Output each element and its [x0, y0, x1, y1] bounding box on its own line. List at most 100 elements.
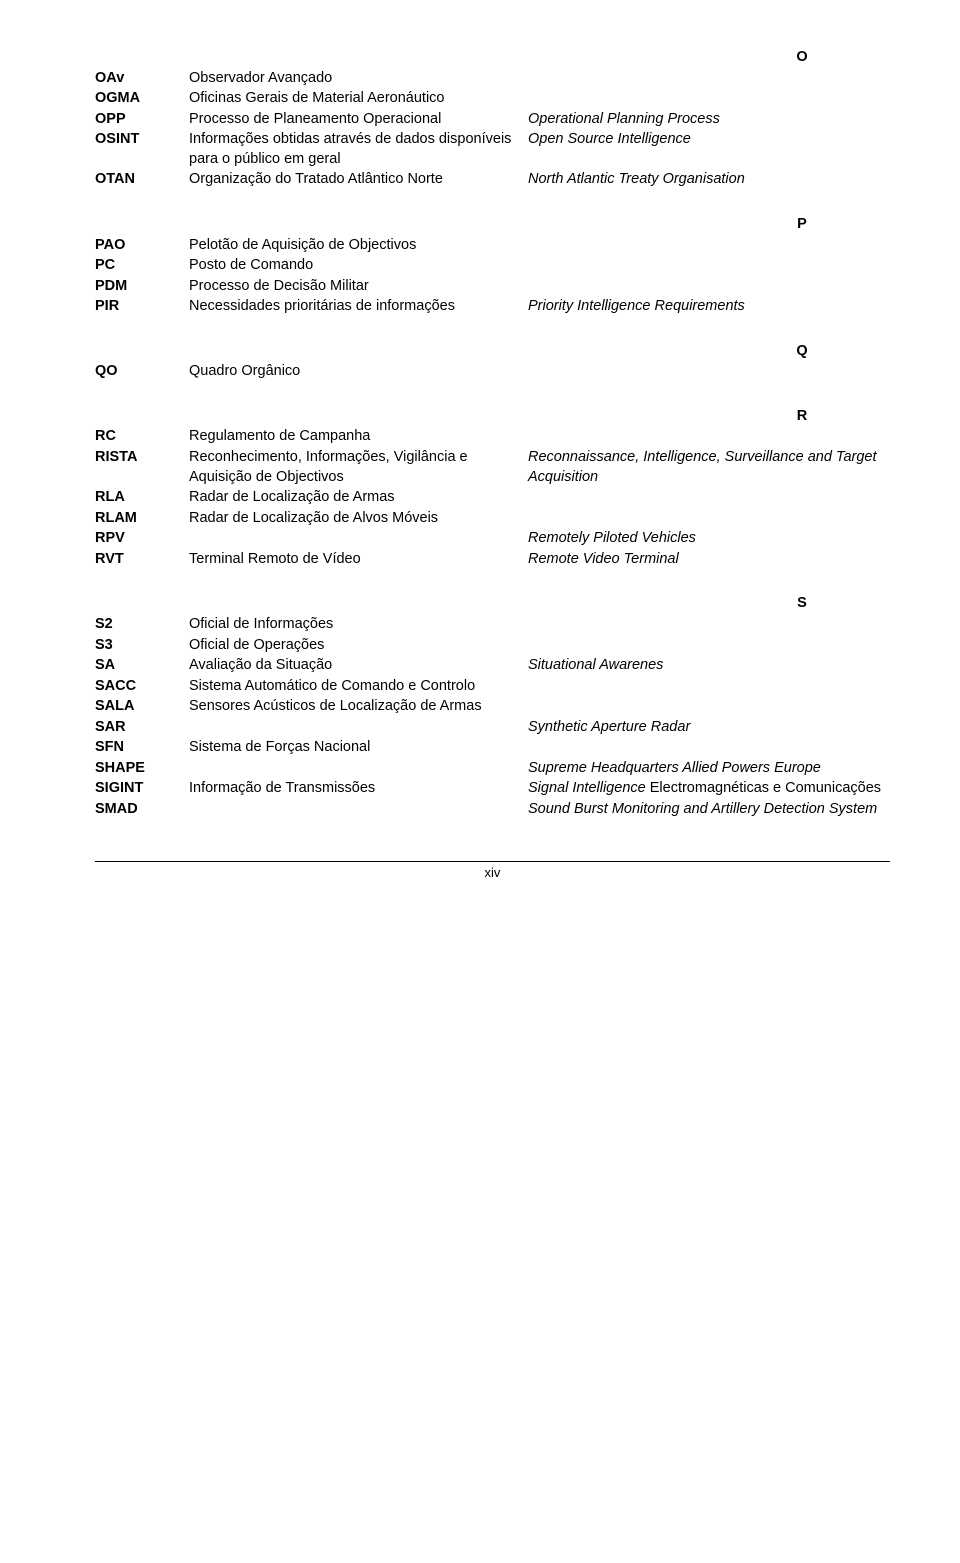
abbr-cell: OSINT [95, 130, 189, 170]
pt-cell [189, 529, 528, 550]
abbr-cell: OAv [95, 69, 189, 90]
pt-cell: Regulamento de Campanha [189, 427, 528, 448]
table-row: S3 Oficial de Operações [95, 636, 890, 657]
en-cell: Operational Planning Process [528, 110, 890, 131]
abbr-cell: RPV [95, 529, 189, 550]
abbr-cell: SIGINT [95, 779, 189, 800]
pt-cell: Processo de Decisão Militar [189, 277, 528, 298]
en-cell [528, 488, 890, 509]
abbr-cell: PIR [95, 297, 189, 318]
table-row: RISTA Reconhecimento, Informações, Vigil… [95, 448, 890, 488]
en-cell [528, 362, 890, 383]
table-row: SALA Sensores Acústicos de Localização d… [95, 697, 890, 718]
abbr-cell: PDM [95, 277, 189, 298]
table-row: RPV Remotely Piloted Vehicles [95, 529, 890, 550]
pt-cell: Oficinas Gerais de Material Aeronáutico [189, 89, 528, 110]
abbr-cell: SFN [95, 738, 189, 759]
pt-cell: Necessidades prioritárias de informações [189, 297, 528, 318]
section-r: R RC Regulamento de Campanha RISTA Recon… [95, 407, 890, 571]
table-row: PIR Necessidades prioritárias de informa… [95, 297, 890, 318]
table-row: SA Avaliação da Situação Situational Awa… [95, 656, 890, 677]
table-row-sigint: SIGINT Informação de Transmissões Signal… [95, 779, 890, 800]
section-q: Q QO Quadro Orgânico [95, 342, 890, 383]
pt-cell: Informações obtidas através de dados dis… [189, 130, 528, 170]
en-cell [528, 427, 890, 448]
en-cell: North Atlantic Treaty Organisation [528, 170, 890, 191]
section-letter-r: R [718, 407, 886, 427]
table-o: O OAv Observador Avançado OGMA Oficinas … [95, 48, 890, 191]
abbr-cell: S2 [95, 615, 189, 636]
table-row: RVT Terminal Remoto de Vídeo Remote Vide… [95, 550, 890, 571]
abbr-cell: SACC [95, 677, 189, 698]
en-cell [528, 89, 890, 110]
table-row-smad: SMAD Sound Burst Monitoring and Artiller… [95, 800, 890, 821]
abbr-cell: SALA [95, 697, 189, 718]
en-cell [528, 277, 890, 298]
table-q: Q QO Quadro Orgânico [95, 342, 890, 383]
table-row: S2 Oficial de Informações [95, 615, 890, 636]
pt-cell: Oficial de Informações [189, 615, 528, 636]
abbr-cell: OGMA [95, 89, 189, 110]
pt-cell: Organização do Tratado Atlântico Norte [189, 170, 528, 191]
abbr-cell: RLAM [95, 509, 189, 530]
sigint-plain: Electromagnéticas e Comunicações [646, 780, 881, 796]
pt-cell [189, 800, 528, 821]
table-p: P PAO Pelotão de Aquisição de Objectivos… [95, 215, 890, 318]
table-row: RLA Radar de Localização de Armas [95, 488, 890, 509]
abbr-cell: SMAD [95, 800, 189, 821]
en-cell: Reconnaissance, Intelligence, Surveillan… [528, 448, 890, 488]
table-row: PAO Pelotão de Aquisição de Objectivos [95, 236, 890, 257]
table-row: OGMA Oficinas Gerais de Material Aeronáu… [95, 89, 890, 110]
section-o: O OAv Observador Avançado OGMA Oficinas … [95, 48, 890, 191]
table-row: RLAM Radar de Localização de Alvos Móvei… [95, 509, 890, 530]
pt-cell: Sistema de Forças Nacional [189, 738, 528, 759]
table-row: SAR Synthetic Aperture Radar [95, 718, 890, 739]
page-number: xiv [485, 865, 501, 880]
pt-cell: Avaliação da Situação [189, 656, 528, 677]
section-letter-q: Q [718, 342, 886, 362]
pt-cell [189, 759, 528, 780]
pt-cell: Sensores Acústicos de Localização de Arm… [189, 697, 528, 718]
en-cell: Priority Intelligence Requirements [528, 297, 890, 318]
pt-cell: Radar de Localização de Alvos Móveis [189, 509, 528, 530]
pt-cell [189, 718, 528, 739]
section-letter-p: P [718, 215, 886, 235]
abbr-cell: QO [95, 362, 189, 383]
section-s: S S2 Oficial de Informações S3 Oficial d… [95, 594, 890, 820]
section-p: P PAO Pelotão de Aquisição de Objectivos… [95, 215, 890, 318]
page-footer: xiv [95, 861, 890, 882]
abbr-cell: OTAN [95, 170, 189, 191]
pt-cell: Terminal Remoto de Vídeo [189, 550, 528, 571]
table-row: OTAN Organização do Tratado Atlântico No… [95, 170, 890, 191]
table-row: RC Regulamento de Campanha [95, 427, 890, 448]
pt-cell: Pelotão de Aquisição de Objectivos [189, 236, 528, 257]
table-r: R RC Regulamento de Campanha RISTA Recon… [95, 407, 890, 571]
en-cell [528, 256, 890, 277]
abbr-cell: RC [95, 427, 189, 448]
abbr-cell: RLA [95, 488, 189, 509]
table-row: OPP Processo de Planeamento Operacional … [95, 110, 890, 131]
table-row: SACC Sistema Automático de Comando e Con… [95, 677, 890, 698]
pt-cell: Informação de Transmissões [189, 779, 528, 800]
pt-cell: Quadro Orgânico [189, 362, 528, 383]
en-cell: Sound Burst Monitoring and Artillery Det… [528, 800, 890, 821]
en-cell: Synthetic Aperture Radar [528, 718, 890, 739]
section-letter-o: O [718, 48, 886, 68]
en-cell [528, 615, 890, 636]
abbr-cell: SHAPE [95, 759, 189, 780]
en-cell: Remote Video Terminal [528, 550, 890, 571]
en-cell: Supreme Headquarters Allied Powers Europ… [528, 759, 890, 780]
en-cell [528, 509, 890, 530]
abbr-cell: OPP [95, 110, 189, 131]
table-row: PDM Processo de Decisão Militar [95, 277, 890, 298]
pt-cell: Oficial de Operações [189, 636, 528, 657]
table-row: OAv Observador Avançado [95, 69, 890, 90]
section-letter-s: S [718, 594, 886, 614]
en-cell [528, 636, 890, 657]
en-cell [528, 697, 890, 718]
pt-cell: Radar de Localização de Armas [189, 488, 528, 509]
table-row: PC Posto de Comando [95, 256, 890, 277]
sigint-italic: Signal Intelligence [528, 780, 646, 796]
en-cell: Remotely Piloted Vehicles [528, 529, 890, 550]
abbr-cell: PAO [95, 236, 189, 257]
